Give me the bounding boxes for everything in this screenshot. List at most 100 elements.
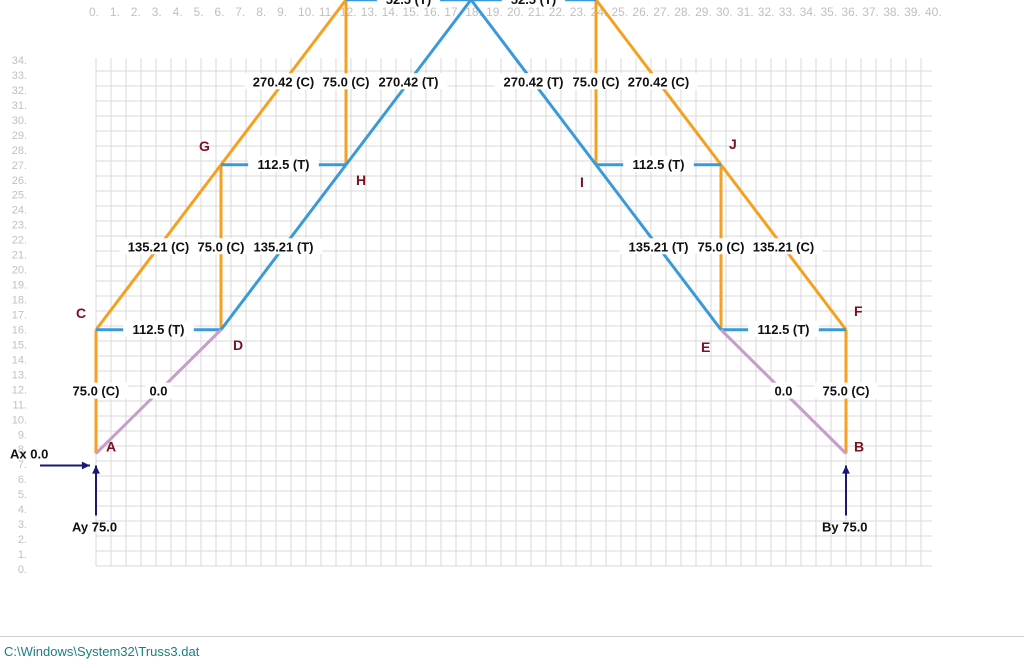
- node-E: E: [701, 339, 710, 355]
- column-label: 2.: [131, 5, 141, 19]
- force-label-bg: [623, 155, 694, 172]
- file-path-status: C:\Windows\System32\Truss3.dat: [4, 644, 200, 659]
- column-label: 26.: [632, 5, 649, 19]
- row-label: 16.: [12, 324, 27, 336]
- force-label-bg: [123, 320, 194, 337]
- force-label-LM: 52.5 (T): [511, 0, 557, 7]
- force-label-bg: [814, 382, 878, 399]
- node-H: H: [356, 172, 366, 188]
- column-label: 33.: [779, 5, 796, 19]
- force-label-bg: [244, 238, 323, 255]
- column-label: 31.: [737, 5, 754, 19]
- column-label: 16.: [423, 5, 440, 19]
- force-label-JF: 135.21 (C): [753, 239, 814, 254]
- force-label-bg: [494, 73, 573, 90]
- row-label: 4.: [18, 504, 27, 516]
- force-label-bg: [744, 238, 823, 255]
- force-label-AC: 75.0 (C): [73, 384, 120, 399]
- row-label: 11.: [13, 399, 27, 411]
- force-label-AD: 0.0: [149, 384, 167, 399]
- force-label-MJ: 270.42 (C): [628, 74, 689, 89]
- force-label-LI: 270.42 (T): [504, 74, 564, 89]
- column-label: 8.: [256, 5, 266, 19]
- column-label: 29.: [695, 5, 712, 19]
- column-label: 32.: [758, 5, 775, 19]
- reaction-arrow-Ay-head: [92, 465, 100, 474]
- reaction-arrow-By-head: [842, 465, 850, 474]
- row-label: 9.: [18, 429, 27, 441]
- force-label-IJ: 112.5 (T): [632, 157, 684, 172]
- node-labels: ABCDEFGHIJKLMN: [76, 136, 864, 455]
- row-label: 18.: [12, 295, 27, 307]
- row-label: 26.: [12, 175, 27, 187]
- force-label-bg: [64, 382, 128, 399]
- status-divider: [0, 636, 1024, 637]
- reaction-label-Ay: Ay 75.0: [72, 520, 117, 535]
- reaction-label-By: By 75.0: [822, 520, 868, 535]
- row-label: 5.: [18, 489, 27, 501]
- column-label: 30.: [716, 5, 733, 19]
- node-G: G: [199, 138, 210, 154]
- force-label-bg: [564, 73, 628, 90]
- force-label-bg: [619, 73, 698, 90]
- column-label: 17.: [444, 5, 461, 19]
- row-label: 0.: [18, 564, 27, 576]
- column-label: 4.: [173, 5, 183, 19]
- force-label-bg: [748, 320, 819, 337]
- row-label: 32.: [12, 85, 27, 97]
- force-label-GD: 75.0 (C): [198, 239, 245, 254]
- row-label: 2.: [18, 534, 27, 546]
- column-label: 36.: [841, 5, 858, 19]
- row-label: 12.: [12, 384, 27, 396]
- force-label-EB: 0.0: [774, 384, 792, 399]
- node-I: I: [580, 174, 584, 190]
- node-D: D: [233, 337, 243, 353]
- row-label: 25.: [12, 190, 27, 202]
- force-label-bg: [369, 73, 448, 90]
- force-label-JE: 75.0 (C): [698, 239, 745, 254]
- force-label-bg: [770, 382, 797, 399]
- row-label: 10.: [12, 414, 27, 426]
- column-label: 9.: [277, 5, 287, 19]
- loads-and-reactions: 40.070.040.0Ax 0.0Ay 75.0By 75.0: [10, 447, 868, 535]
- column-label: 14.: [382, 5, 399, 19]
- row-label: 29.: [12, 130, 27, 142]
- row-label: 33.: [12, 70, 27, 82]
- row-label: 34.: [12, 55, 27, 67]
- node-B: B: [854, 439, 864, 455]
- column-label: 38.: [883, 5, 900, 19]
- column-label: 34.: [800, 5, 817, 19]
- force-label-CD: 112.5 (T): [132, 322, 184, 337]
- row-label: 7.: [18, 459, 27, 471]
- column-label: 7.: [235, 5, 245, 19]
- column-label: 11.: [319, 5, 335, 19]
- column-label: 19.: [486, 5, 503, 19]
- column-label: 35.: [821, 5, 838, 19]
- column-label: 13.: [361, 5, 378, 19]
- row-label: 1.: [18, 549, 27, 561]
- force-label-DH: 135.21 (T): [254, 239, 314, 254]
- force-label-bg: [248, 155, 319, 172]
- column-label: 27.: [653, 5, 670, 19]
- row-label: 24.: [12, 205, 27, 217]
- node-A: A: [106, 439, 116, 455]
- force-label-KH: 75.0 (C): [323, 74, 370, 89]
- row-label: 17.: [12, 309, 27, 321]
- row-label: 3.: [18, 519, 27, 531]
- force-label-GK: 270.42 (C): [253, 74, 314, 89]
- column-label: 28.: [674, 5, 691, 19]
- force-label-bg: [189, 238, 253, 255]
- column-label: 22.: [549, 5, 566, 19]
- column-label: 6.: [214, 5, 224, 19]
- force-label-bg: [619, 238, 698, 255]
- column-label: 1.: [110, 5, 120, 19]
- row-label: 31.: [12, 100, 27, 112]
- force-label-bg: [501, 0, 566, 7]
- column-label: 20.: [507, 5, 524, 19]
- force-label-FB: 75.0 (C): [823, 384, 870, 399]
- force-label-bg: [145, 382, 172, 399]
- node-C: C: [76, 305, 86, 321]
- row-label: 14.: [12, 354, 27, 366]
- column-label: 23.: [570, 5, 587, 19]
